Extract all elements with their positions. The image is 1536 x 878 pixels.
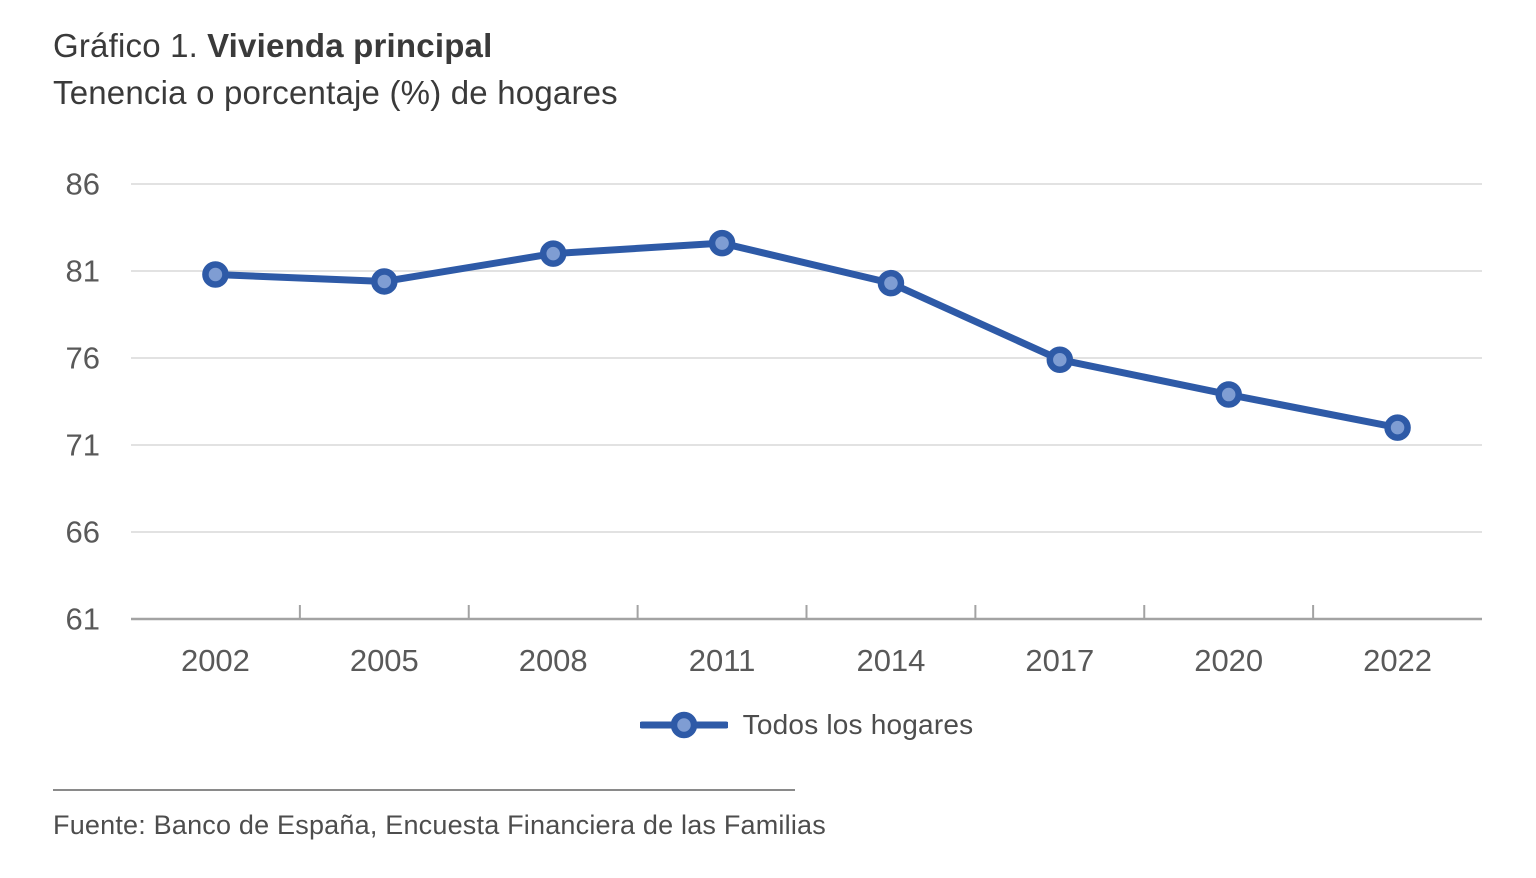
data-point bbox=[539, 240, 567, 267]
chart-subtitle: Tenencia o porcentaje (%) de hogares bbox=[53, 74, 618, 111]
x-axis-tick-label: 2005 bbox=[350, 643, 419, 678]
chart-number-label: Gráfico 1. bbox=[53, 27, 199, 64]
x-axis-tick-label: 2014 bbox=[856, 643, 925, 678]
chart-title-text: Vivienda principal bbox=[207, 27, 493, 64]
y-axis-tick-label: 61 bbox=[66, 602, 100, 637]
data-point bbox=[1215, 381, 1242, 408]
x-axis-tick-label: 2008 bbox=[519, 643, 588, 678]
y-axis-tick-label: 76 bbox=[66, 341, 100, 376]
x-axis-tick-label: 2011 bbox=[689, 643, 756, 678]
data-point bbox=[877, 269, 905, 297]
legend-point bbox=[670, 711, 697, 739]
chart-legend: Todos los hogares bbox=[131, 701, 1482, 749]
chart-header: Gráfico 1. Vivienda principal Tenencia o … bbox=[53, 20, 618, 114]
x-axis-tick-label: 2022 bbox=[1363, 643, 1432, 678]
data-point bbox=[1384, 414, 1411, 441]
y-axis-tick-label: 66 bbox=[66, 515, 100, 550]
y-axis-tick-label: 86 bbox=[66, 167, 100, 202]
x-axis-tick-label: 2002 bbox=[181, 643, 250, 678]
series-line bbox=[211, 239, 1402, 432]
legend-marker-svg bbox=[639, 711, 728, 739]
y-axis-tick-label: 71 bbox=[66, 428, 100, 463]
data-point bbox=[1046, 346, 1074, 373]
x-axis-tick-label: 2017 bbox=[1025, 643, 1094, 678]
legend-line-marker-icon bbox=[639, 705, 728, 745]
y-axis-tick-label: 81 bbox=[66, 254, 100, 289]
chart-title: Gráfico 1. Vivienda principal bbox=[53, 20, 618, 72]
legend-label: Todos los hogares bbox=[742, 709, 974, 740]
data-point bbox=[371, 268, 398, 295]
footer-divider bbox=[53, 789, 795, 791]
data-point bbox=[708, 229, 736, 257]
x-axis-tick-label: 2020 bbox=[1194, 643, 1263, 678]
data-point bbox=[202, 261, 229, 288]
source-note: Fuente: Banco de España, Encuesta Financ… bbox=[53, 810, 826, 840]
line-chart: 86 81 76 71 66 61 2002 2005 2008 2011 2014 2017 2020… bbox=[66, 167, 1482, 678]
